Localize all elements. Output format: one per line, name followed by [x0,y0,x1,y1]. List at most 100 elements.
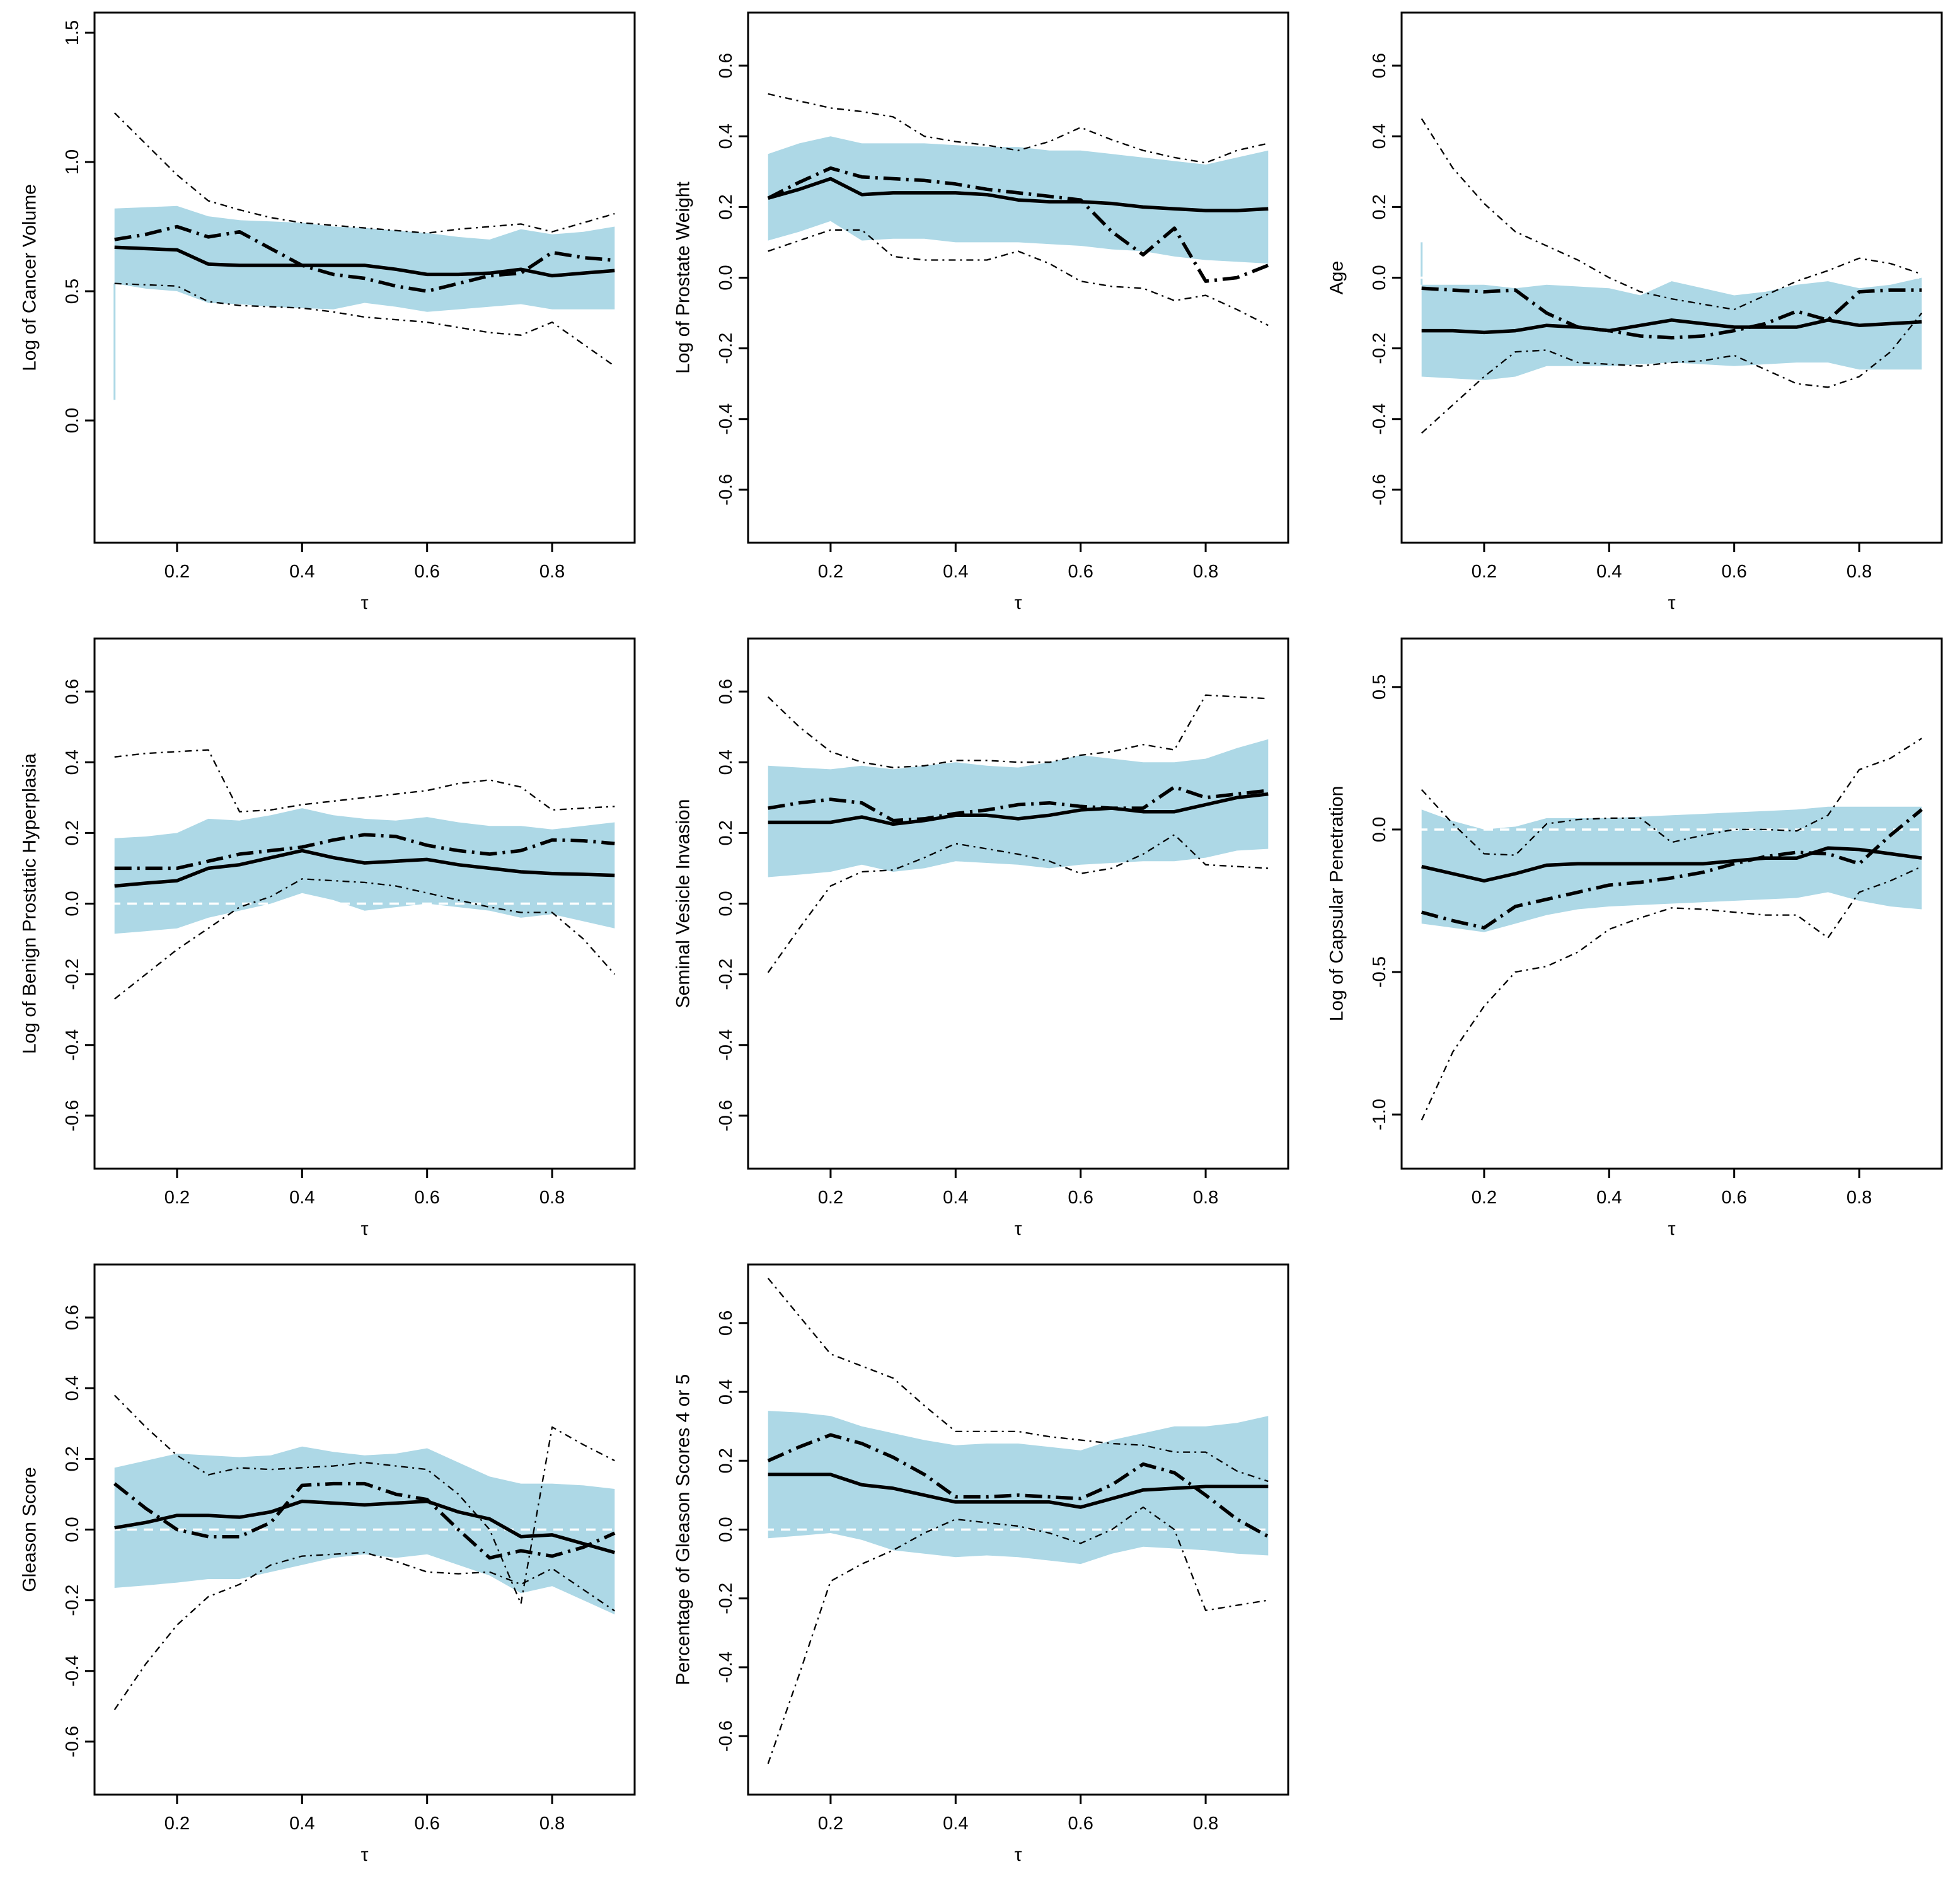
x-tick-label: 0.6 [415,562,440,582]
x-axis-label: τ [361,593,369,613]
series-bold-dashdot-line [767,1433,1269,1538]
y-axis-label: Log of Cancer Volume [20,184,40,371]
series-thin-dashdot-lower [768,229,1269,327]
x-tick-label: 0.4 [1596,562,1622,582]
y-axis-label: Age [1327,261,1347,294]
series-solid-line [768,1473,1269,1509]
y-tick-label: 0.4 [716,1379,736,1404]
y-tick-label: 0.2 [1369,194,1390,219]
x-tick-label: 0.6 [1068,1814,1093,1834]
plot-log-capsular-penetration: 0.2 0.4 0.6 0.8 -1.0 -0.5 0.0 0.5 τ Log of Capsul… [1327,637,1943,1239]
y-tick-label: -0.2 [1369,333,1390,364]
y-tick-label: 0.4 [62,1375,83,1401]
y-tick-label: -0.4 [716,403,736,435]
y-tick-label: 0.0 [1369,265,1390,290]
x-tick-label: 0.8 [539,1188,565,1208]
series-bold-dashdot-line [113,1481,616,1560]
y-tick-label: 0.0 [62,1517,83,1542]
y-tick-label: 0.0 [716,265,736,290]
panel-percentage-gleason-scores-4-or-5: 0.2 0.4 0.6 0.8 -0.6 -0.4 -0.2 0.0 0.2 0.4 0.6 τ Per… [654,1252,1307,1878]
confidence-band [1421,806,1922,932]
y-tick-label: -0.2 [716,959,736,990]
x-tick-label: 0.4 [289,562,314,582]
plot-box [93,11,636,544]
y-tick-label: -0.2 [62,1585,83,1616]
panel-log-capsular-penetration: 0.2 0.4 0.6 0.8 -1.0 -0.5 0.0 0.5 τ Log of Capsul… [1307,626,1960,1252]
y-axis-label: Log of Benign Prostatic Hyperplasia [20,753,40,1054]
y-tick-label: -0.2 [62,959,83,990]
x-axis-label: τ [1668,593,1676,613]
x-tick-label: 0.4 [943,562,968,582]
y-tick-label: -0.6 [62,1100,83,1131]
y-tick-label: 0.0 [716,891,736,916]
panel-log-prostate-weight: 0.2 0.4 0.6 0.8 -0.6 -0.4 -0.2 0.0 0.2 0.4 0.6 τ Log… [654,0,1307,626]
x-tick-label: 0.4 [943,1814,968,1834]
x-axis-label: τ [1015,1844,1022,1865]
x-tick-label: 0.6 [1068,1188,1093,1208]
x-tick-label: 0.8 [1847,1188,1872,1208]
x-tick-label: 0.2 [818,562,843,582]
x-tick-label: 0.8 [1847,562,1872,582]
series-solid-line [114,245,615,278]
series-solid-line [1421,846,1922,883]
y-tick-label: 0.0 [1369,817,1390,842]
y-tick-label: -0.6 [62,1726,83,1757]
y-tick-label: -0.6 [716,1720,736,1752]
y-tick-label: 0.2 [62,1446,83,1471]
x-axis-label: τ [1015,593,1022,613]
x-tick-label: 0.2 [164,562,190,582]
series-solid-line [114,848,615,888]
y-tick-label: 0.6 [62,1305,83,1330]
y-axis-label: Log of Capsular Penetration [1327,786,1347,1022]
confidence-band [1421,277,1922,381]
y-tick-label: 0.4 [1369,124,1390,149]
y-tick-label: 0.4 [716,124,736,149]
series-bold-dashdot-line [767,166,1269,283]
y-tick-label: -1.0 [1369,1099,1390,1130]
series-bold-dashdot-line [768,785,1269,823]
y-tick-label: 0.2 [62,820,83,845]
y-tick-label: -0.4 [62,1029,83,1061]
series-thin-dashdot-upper [1421,118,1922,311]
y-tick-label: -0.6 [716,1100,736,1131]
plot-log-cancer-volume: 0.2 0.4 0.6 0.8 0.0 0.5 1.0 1.5 τ Log of Cancer V… [20,11,636,613]
y-tick-label: 0.4 [716,750,736,775]
x-tick-label: 0.2 [818,1814,843,1834]
x-tick-label: 0.8 [539,1814,565,1834]
x-tick-label: 0.4 [289,1814,314,1834]
y-tick-label: 0.4 [62,750,83,775]
series-thin-dashdot-upper [113,112,615,234]
series-thin-dashdot-upper [767,694,1269,768]
y-tick-label: 0.0 [62,891,83,916]
series-solid-line [768,792,1269,826]
plot-log-prostate-weight: 0.2 0.4 0.6 0.8 -0.6 -0.4 -0.2 0.0 0.2 0.4 0.6 τ Log… [673,11,1289,613]
x-tick-label: 0.6 [1068,562,1093,582]
y-tick-label: -0.4 [62,1655,83,1687]
y-tick-label: -0.2 [716,1583,736,1614]
y-tick-label: 0.6 [1369,53,1390,78]
series-thin-dashdot-lower [1421,865,1922,1121]
y-tick-label: 0.5 [1369,674,1390,700]
y-tick-label: 0.6 [716,53,736,78]
y-tick-label: 0.6 [62,679,83,704]
y-tick-label: 0.2 [716,194,736,219]
y-tick-label: -0.4 [716,1652,736,1683]
x-tick-label: 0.8 [539,562,565,582]
y-tick-label: -0.6 [1369,474,1390,506]
plot-age: 0.2 0.4 0.6 0.8 -0.6 -0.4 -0.2 0.0 0.2 0.4 0.6 τ Age [1327,11,1943,613]
x-tick-label: 0.2 [1472,1188,1497,1208]
x-tick-label: 0.4 [289,1188,314,1208]
panel-age: 0.2 0.4 0.6 0.8 -0.6 -0.4 -0.2 0.0 0.2 0.4 0.6 τ Age [1307,0,1960,626]
series-thin-dashdot-upper [1421,738,1922,856]
confidence-band [768,1411,1269,1565]
x-tick-label: 0.4 [1596,1188,1622,1208]
series-bold-dashdot-line [1421,286,1922,340]
series-solid-line [767,177,1269,212]
y-tick-label: -0.5 [1369,956,1390,988]
confidence-band [768,739,1269,877]
plot-gleason-score: 0.2 0.4 0.6 0.8 -0.6 -0.4 -0.2 0.0 0.2 0.4 0.6 τ Gle… [20,1263,636,1865]
plot-box [1400,637,1943,1170]
panel-log-cancer-volume: 0.2 0.4 0.6 0.8 0.0 0.5 1.0 1.5 τ Log of Cancer V… [0,0,654,626]
y-tick-label: -0.6 [716,474,736,506]
series-thin-dashdot-upper [768,93,1269,164]
